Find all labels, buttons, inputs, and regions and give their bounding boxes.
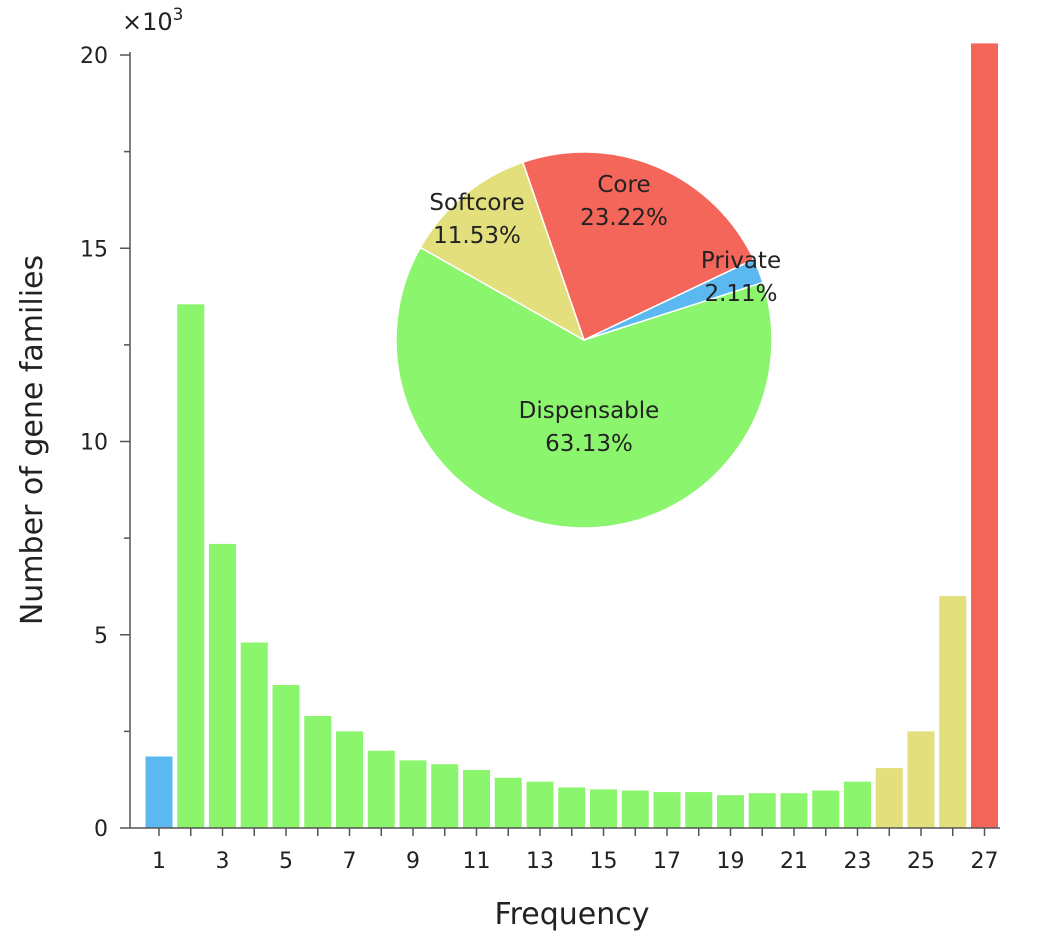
bar-18 — [685, 792, 713, 828]
bar-11 — [463, 770, 490, 828]
bar-13 — [526, 781, 554, 828]
x-tick-label: 27 — [971, 849, 999, 874]
bar-7 — [336, 731, 363, 828]
pie-label-private: Private — [701, 248, 781, 274]
bar-5 — [272, 684, 300, 828]
pie-value-dispensable: 63.13% — [545, 431, 633, 457]
bar-1 — [145, 756, 173, 828]
bar-2 — [177, 304, 205, 829]
bar-26 — [939, 596, 967, 828]
pie-value-core: 23.22% — [580, 205, 668, 231]
bar-23 — [844, 781, 871, 828]
bar-27 — [971, 43, 998, 828]
x-tick-label: 9 — [406, 849, 420, 874]
x-tick-label: 3 — [216, 849, 230, 874]
bar-14 — [558, 787, 586, 828]
y-multiplier-base: ×10 — [122, 8, 173, 36]
bar-10 — [431, 764, 459, 828]
pie-label-softcore: Softcore — [429, 190, 524, 216]
bar-19 — [717, 795, 744, 828]
x-tick-label: 25 — [907, 849, 935, 874]
bar-22 — [812, 790, 840, 828]
bar-20 — [748, 793, 776, 828]
x-axis-title: Frequency — [495, 897, 650, 932]
pie-label-dispensable: Dispensable — [519, 398, 660, 424]
y-axis-multiplier: ×103 — [122, 5, 183, 36]
x-tick-label: 17 — [653, 849, 681, 874]
bar-16 — [621, 790, 649, 828]
bar-21 — [780, 793, 808, 828]
bar-9 — [399, 760, 427, 828]
bar-24 — [875, 768, 903, 828]
bar-8 — [367, 750, 395, 828]
x-axis-ticks: 1 3 5 7 9 11 13 15 17 19 21 23 25 27 — [152, 828, 999, 874]
bar-15 — [590, 789, 617, 828]
x-tick-label: 21 — [780, 849, 808, 874]
bar-series — [145, 43, 998, 829]
pie-value-private: 2.11% — [704, 281, 777, 307]
pie-chart: Core 23.22% Private 2.11% Dispensable 63.13% S… — [395, 151, 781, 529]
y-multiplier-exponent: 3 — [173, 5, 184, 25]
y-axis-title: Number of gene families — [15, 255, 50, 625]
pie-slice-softcore — [419, 161, 586, 342]
y-tick-label: 15 — [80, 237, 108, 262]
pie-value-softcore: 11.53% — [433, 223, 521, 249]
x-tick-label: 23 — [844, 849, 872, 874]
x-tick-label: 1 — [152, 849, 166, 874]
y-tick-label: 0 — [94, 817, 108, 842]
pie-slice-core — [521, 151, 755, 342]
bar-6 — [304, 715, 332, 828]
x-tick-label: 7 — [343, 849, 357, 874]
pie-label-core: Core — [597, 172, 650, 198]
x-tick-label: 15 — [590, 849, 618, 874]
y-tick-label: 20 — [80, 44, 108, 69]
pie-slice-dispensable — [395, 246, 773, 529]
bar-17 — [653, 792, 681, 828]
x-tick-label: 19 — [717, 849, 745, 874]
y-tick-label: 5 — [94, 624, 108, 649]
x-tick-label: 5 — [279, 849, 293, 874]
bar-4 — [240, 642, 268, 828]
x-tick-label: 13 — [526, 849, 554, 874]
y-tick-label: 10 — [80, 431, 108, 456]
bar-3 — [209, 543, 236, 828]
y-axis-ticks: 0 5 10 15 20 — [80, 44, 130, 842]
bar-12 — [494, 777, 522, 828]
bar-25 — [907, 731, 935, 828]
x-tick-label: 11 — [463, 849, 491, 874]
